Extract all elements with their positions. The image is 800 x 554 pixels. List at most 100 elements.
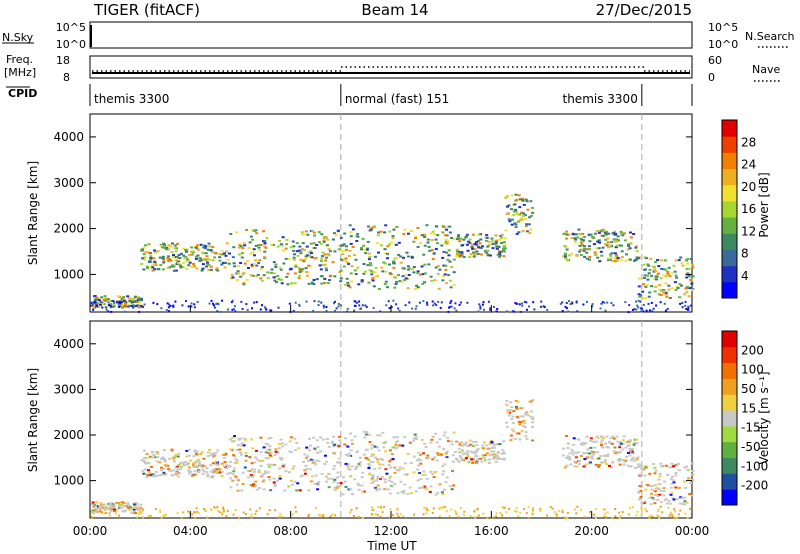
range-cell <box>232 513 235 516</box>
range-cell <box>652 498 656 501</box>
range-cell <box>662 487 666 490</box>
range-cell <box>337 445 341 448</box>
range-cell <box>251 485 255 487</box>
range-cell <box>565 230 569 233</box>
range-cell <box>253 254 256 257</box>
range-cell <box>135 295 139 298</box>
range-cell <box>652 270 656 273</box>
range-cell <box>500 452 504 455</box>
range-cell <box>568 452 572 455</box>
range-cell <box>648 268 652 271</box>
range-cell <box>687 274 691 277</box>
range-cell <box>176 512 179 515</box>
range-cell <box>182 254 186 257</box>
range-cell <box>395 446 399 449</box>
range-cell <box>337 305 340 308</box>
range-cell <box>349 235 353 238</box>
range-cell <box>388 479 391 482</box>
range-cell <box>578 463 582 465</box>
range-cell <box>461 458 465 461</box>
range-cell <box>345 454 348 456</box>
range-cell <box>219 310 222 313</box>
range-cell <box>239 437 243 440</box>
range-cell <box>520 211 523 214</box>
range-cell <box>347 463 350 466</box>
range-cell <box>307 515 310 518</box>
range-cell <box>438 438 442 441</box>
range-cell <box>278 457 282 459</box>
range-cell <box>179 266 183 269</box>
range-cell <box>486 245 490 248</box>
range-cell <box>434 432 438 435</box>
range-cell <box>297 276 301 279</box>
range-cell <box>686 285 690 288</box>
range-cell <box>290 483 294 486</box>
range-cell <box>608 441 612 444</box>
range-cell <box>218 468 222 471</box>
range-cell <box>389 466 393 469</box>
range-cell <box>344 437 347 440</box>
range-cell <box>425 224 429 227</box>
range-cell <box>223 454 227 456</box>
range-cell <box>571 453 575 456</box>
range-cell <box>495 457 499 460</box>
range-cell <box>326 238 330 241</box>
range-cell <box>172 458 176 461</box>
range-cell <box>376 234 380 237</box>
range-cell <box>313 482 317 485</box>
range-cell <box>108 514 111 517</box>
range-cell <box>641 307 643 310</box>
nave-tick-top: 60 <box>708 54 722 67</box>
range-cell <box>347 255 351 257</box>
range-cell <box>523 507 526 510</box>
range-cell <box>662 268 666 271</box>
range-cell <box>505 421 508 424</box>
range-cell <box>292 245 296 248</box>
range-cell <box>472 255 476 258</box>
range-cell <box>607 259 610 262</box>
range-cell <box>118 305 121 308</box>
range-cell <box>190 302 193 305</box>
range-cell <box>423 485 427 488</box>
range-cell <box>172 460 176 463</box>
range-cell <box>195 450 199 453</box>
range-cell <box>287 485 291 488</box>
range-cell <box>216 310 219 313</box>
range-cell <box>211 259 215 262</box>
range-cell <box>473 452 477 455</box>
range-cell <box>496 308 499 310</box>
range-cell <box>327 477 331 480</box>
range-cell <box>256 274 260 276</box>
range-cell <box>122 305 126 308</box>
range-cell <box>515 212 519 215</box>
range-cell <box>482 301 485 304</box>
range-cell <box>667 274 671 276</box>
range-cell <box>384 450 387 453</box>
range-cell <box>498 252 502 255</box>
range-cell <box>266 463 270 466</box>
range-cell <box>249 235 253 238</box>
range-cell <box>414 435 418 438</box>
range-cell <box>223 461 227 463</box>
range-cell <box>378 467 382 470</box>
range-cell <box>185 260 189 263</box>
range-cell <box>142 508 145 511</box>
range-cell <box>175 263 179 265</box>
range-cell <box>357 484 361 487</box>
range-cell <box>520 218 524 221</box>
range-cell <box>391 235 395 238</box>
range-cell <box>125 305 129 308</box>
range-cell <box>598 260 602 263</box>
freq-label: Freq. <box>6 53 33 66</box>
range-cell <box>404 304 407 307</box>
range-cell <box>209 464 213 467</box>
range-cell <box>220 249 224 252</box>
range-cell <box>502 452 506 455</box>
range-cell <box>124 300 127 303</box>
range-cell <box>648 496 652 499</box>
range-cell <box>576 310 579 313</box>
range-cell <box>131 298 135 301</box>
range-cell <box>636 466 640 468</box>
range-cell <box>502 247 505 250</box>
range-cell <box>278 475 282 478</box>
